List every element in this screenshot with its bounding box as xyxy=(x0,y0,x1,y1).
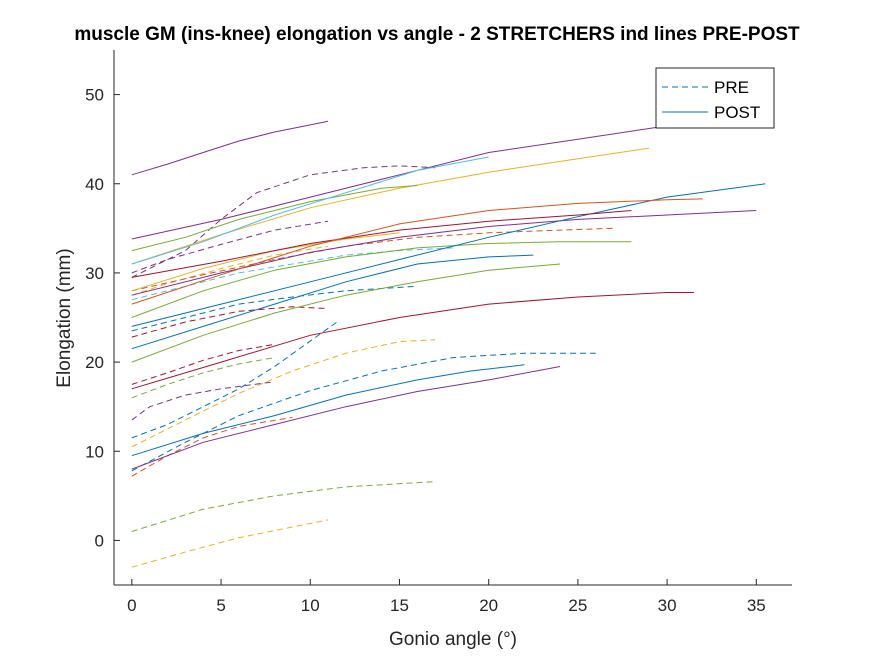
chart-title: muscle GM (ins-knee) elongation vs angle… xyxy=(74,24,800,45)
post-series-line-17 xyxy=(131,120,721,240)
y-tick-label: 0 xyxy=(95,531,104,550)
y-tick-label: 20 xyxy=(85,353,104,372)
pre-series-line-7 xyxy=(131,357,275,399)
pre-series-line-1 xyxy=(131,165,436,278)
pre-series-line-12 xyxy=(131,343,275,385)
x-tick-label: 20 xyxy=(479,596,498,615)
x-tick-label: 30 xyxy=(658,596,677,615)
legend: PRE POST xyxy=(655,67,775,129)
pre-series-line-13 xyxy=(131,306,329,338)
pre-series-line-0 xyxy=(131,220,329,274)
post-series-line-26 xyxy=(131,254,534,350)
post-series-line-27 xyxy=(131,364,525,457)
y-tick-label: 40 xyxy=(85,175,104,194)
pre-series-line-15 xyxy=(131,227,614,292)
pre-series-line-5 xyxy=(131,245,329,296)
post-series-line-23 xyxy=(131,241,632,318)
pre-series-line-9 xyxy=(131,285,418,332)
y-axis-label: Elongation (mm) xyxy=(54,248,75,387)
series-layer xyxy=(131,120,766,568)
pre-series-line-14 xyxy=(131,416,293,477)
x-axis-ticks: 0 5 10 15 20 25 30 35 xyxy=(127,579,766,615)
y-tick-label: 10 xyxy=(85,442,104,461)
pre-series-line-4 xyxy=(131,519,329,568)
post-series-line-30 xyxy=(131,210,632,278)
post-series-line-16 xyxy=(131,120,329,176)
x-axis-label: Gonio angle (°) xyxy=(389,629,517,650)
post-series-line-22 xyxy=(131,263,561,363)
legend-box xyxy=(655,67,775,129)
legend-pre-label: PRE xyxy=(714,78,749,97)
x-tick-label: 15 xyxy=(390,596,409,615)
x-tick-label: 10 xyxy=(301,596,320,615)
post-series-line-19 xyxy=(131,366,561,470)
plot-area xyxy=(114,50,792,585)
x-tick-label: 25 xyxy=(568,596,587,615)
x-tick-label: 35 xyxy=(747,596,766,615)
legend-post-label: POST xyxy=(714,103,760,122)
x-tick-label: 0 xyxy=(127,596,136,615)
post-series-line-31 xyxy=(131,198,703,305)
pre-series-line-10 xyxy=(131,321,338,439)
y-axis-ticks: 0 10 20 30 40 50 xyxy=(85,86,120,550)
pre-series-line-8 xyxy=(131,352,596,472)
pre-series-line-2 xyxy=(131,381,275,421)
post-series-line-28 xyxy=(131,156,489,265)
post-series-line-29 xyxy=(131,292,694,390)
x-tick-label: 5 xyxy=(216,596,225,615)
y-tick-label: 50 xyxy=(85,86,104,105)
post-series-line-24 xyxy=(131,185,418,252)
y-tick-label: 30 xyxy=(85,264,104,283)
